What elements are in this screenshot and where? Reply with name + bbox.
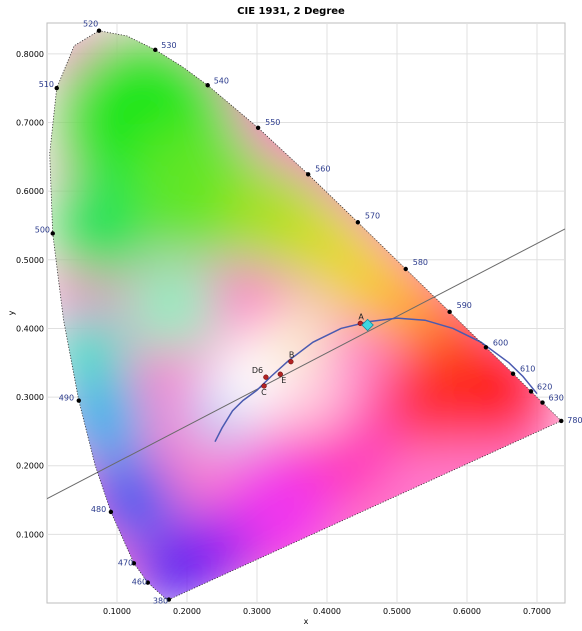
wavelength-label: 580 — [413, 258, 428, 267]
wavelength-point — [153, 47, 158, 53]
wavelength-point — [145, 580, 150, 585]
wavelength-point — [540, 400, 545, 405]
illuminant-point — [261, 383, 267, 389]
wavelength-label: 610 — [520, 365, 535, 374]
wavelength-label: 600 — [493, 338, 508, 347]
wavelength-point — [559, 418, 564, 424]
wavelength-point — [510, 371, 516, 376]
illuminant-point — [288, 359, 294, 365]
wavelength-label: 460 — [132, 578, 147, 587]
wavelength-point — [255, 125, 261, 131]
illuminant-label: E — [281, 376, 286, 385]
chart-title: CIE 1931, 2 Degree — [237, 6, 345, 17]
wavelength-point — [305, 172, 311, 177]
illuminant-label: C — [261, 388, 267, 397]
wavelength-label: 620 — [537, 382, 552, 391]
x-tick-label: 0.2000 — [173, 607, 201, 616]
wavelength-label: 510 — [39, 80, 54, 89]
wavelength-label: 380 — [153, 597, 168, 606]
reference-line — [47, 228, 565, 500]
y-tick-label: 0.4000 — [16, 324, 44, 333]
x-tick-label: 0.3000 — [243, 607, 271, 616]
wavelength-point — [403, 266, 408, 272]
wavelength-label: 480 — [91, 505, 106, 514]
wavelength-point — [205, 83, 210, 88]
wavelength-point — [76, 398, 81, 403]
x-axis-label: x — [304, 617, 309, 626]
illuminant-point — [263, 374, 269, 380]
spectral-locus-layer: 380 460 470 480 490 500 510 520 530 540 550 560 570 5… — [35, 20, 582, 606]
reference-line-layer — [47, 228, 565, 500]
wavelength-label: 490 — [59, 394, 74, 403]
wavelength-label: 520 — [83, 20, 98, 29]
illuminant-point — [277, 371, 283, 377]
planckian-locus-layer — [214, 317, 538, 443]
y-axis-label: y — [7, 310, 16, 315]
x-tick-label: 0.1000 — [103, 607, 131, 616]
y-tick-label: 0.3000 — [16, 393, 44, 402]
wavelength-label: 780 — [567, 416, 582, 425]
x-tick-label: 0.5000 — [383, 607, 411, 616]
wavelength-point — [447, 309, 452, 315]
wavelength-point — [483, 345, 489, 350]
x-tick-label: 0.4000 — [313, 607, 341, 616]
wavelength-point — [50, 231, 55, 236]
wavelength-label: 630 — [549, 394, 564, 403]
x-tick-label: 0.6000 — [453, 607, 481, 616]
illuminant-layer: A B D6 E C — [252, 312, 374, 397]
illuminant-label: B — [289, 351, 295, 360]
x-tick-label: 0.7000 — [523, 607, 551, 616]
wavelength-label: 560 — [315, 164, 330, 173]
y-tick-label: 0.7000 — [16, 119, 44, 128]
illuminant-label: A — [358, 312, 364, 321]
highlight-marker — [361, 318, 374, 332]
wavelength-point — [166, 597, 172, 602]
wavelength-point — [355, 220, 361, 225]
wavelength-label: 530 — [161, 41, 176, 50]
planckian-locus — [214, 317, 538, 443]
wavelength-point — [131, 561, 137, 566]
y-tick-label: 0.1000 — [16, 530, 44, 539]
wavelength-label: 470 — [118, 558, 133, 567]
wavelength-point — [528, 389, 534, 394]
wavelength-label: 540 — [214, 76, 229, 85]
wavelength-point — [54, 85, 59, 91]
y-tick-label: 0.6000 — [16, 187, 44, 196]
illuminant-point — [357, 320, 363, 327]
y-tick-label: 0.2000 — [16, 462, 44, 471]
wavelength-label: 500 — [35, 225, 50, 234]
x-axis-ticks: 0.1000 0.2000 0.3000 0.4000 0.5000 0.6000 0.70… — [103, 607, 551, 616]
wavelength-label: 570 — [365, 211, 380, 220]
y-tick-label: 0.5000 — [16, 256, 44, 265]
wavelength-label: 590 — [457, 301, 472, 310]
illuminant-label: D6 — [252, 366, 263, 375]
wavelength-label: 550 — [265, 118, 280, 127]
wavelength-point — [108, 509, 114, 515]
wavelength-point — [96, 28, 102, 33]
y-tick-label: 0.8000 — [16, 50, 44, 59]
y-axis-ticks: 0.1000 0.2000 0.3000 0.4000 0.5000 0.6000 0.70… — [16, 50, 44, 539]
